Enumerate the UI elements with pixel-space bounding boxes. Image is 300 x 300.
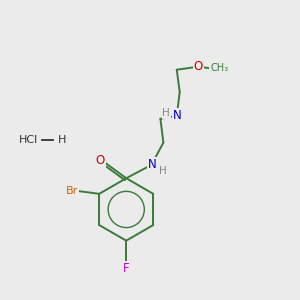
Text: H: H: [160, 167, 167, 176]
Text: HCl: HCl: [19, 135, 38, 145]
Text: N: N: [148, 158, 157, 171]
Text: O: O: [96, 154, 105, 167]
Text: O: O: [194, 60, 203, 73]
Text: F: F: [123, 262, 130, 275]
Text: Br: Br: [65, 186, 78, 196]
Text: N: N: [173, 109, 182, 122]
Text: CH₃: CH₃: [210, 63, 228, 73]
Text: H: H: [58, 135, 67, 145]
Text: H: H: [163, 108, 170, 118]
